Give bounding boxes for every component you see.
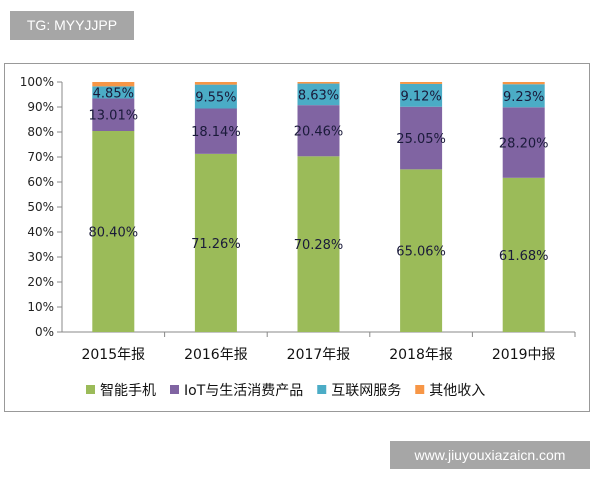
bar-segment bbox=[92, 98, 135, 131]
bar-segment bbox=[297, 83, 340, 106]
data-label: 9.12% bbox=[400, 89, 441, 104]
y-tick-label: 10% bbox=[27, 300, 54, 314]
y-tick-label: 90% bbox=[27, 100, 54, 114]
x-tick-label: 2016年报 bbox=[184, 347, 248, 363]
legend-label: IoT与生活消费产品 bbox=[184, 383, 303, 399]
data-label: 25.05% bbox=[396, 132, 446, 147]
legend-label: 其他收入 bbox=[429, 383, 485, 399]
y-tick-label: 100% bbox=[20, 75, 54, 89]
bar-segment bbox=[297, 156, 340, 332]
data-label: 20.46% bbox=[294, 125, 344, 140]
bar-segment bbox=[194, 84, 237, 109]
bar-segment bbox=[400, 169, 443, 332]
bar-segment bbox=[502, 82, 545, 85]
data-label: 9.55% bbox=[195, 91, 236, 106]
watermark-url: www.jiuyouxiazaicn.com bbox=[390, 441, 590, 469]
y-tick-label: 50% bbox=[27, 200, 54, 214]
bar-segment bbox=[400, 106, 443, 170]
legend-label: 互联网服务 bbox=[331, 383, 401, 399]
x-tick-label: 2019中报 bbox=[492, 347, 556, 363]
data-label: 80.40% bbox=[89, 226, 139, 241]
bar-segment bbox=[502, 84, 545, 108]
bar-segment bbox=[194, 153, 237, 332]
data-label: 8.63% bbox=[298, 88, 339, 103]
bar-segment bbox=[92, 82, 135, 87]
data-label: 71.26% bbox=[191, 237, 241, 252]
bar-segment bbox=[297, 105, 340, 157]
bar-segment bbox=[400, 83, 443, 107]
bar-segment bbox=[502, 177, 545, 332]
x-tick-label: 2018年报 bbox=[389, 347, 453, 363]
bar-segment bbox=[194, 108, 237, 154]
y-tick-label: 40% bbox=[27, 225, 54, 239]
data-label: 18.14% bbox=[191, 125, 241, 140]
y-tick-label: 70% bbox=[27, 150, 54, 164]
chart-frame bbox=[4, 63, 590, 412]
y-tick-label: 20% bbox=[27, 275, 54, 289]
bar-segment bbox=[400, 82, 443, 84]
data-label: 9.23% bbox=[503, 90, 544, 105]
legend-swatch bbox=[317, 385, 327, 394]
data-label: 13.01% bbox=[89, 109, 139, 124]
bar-segment bbox=[92, 131, 135, 332]
data-label: 61.68% bbox=[499, 249, 549, 264]
legend-swatch bbox=[170, 385, 179, 394]
x-tick-label: 2017年报 bbox=[287, 347, 351, 363]
data-label: 28.20% bbox=[499, 137, 549, 152]
data-label: 70.28% bbox=[294, 238, 344, 253]
bar-segment bbox=[297, 82, 340, 84]
x-tick-label: 2015年报 bbox=[81, 347, 145, 363]
bar-segment bbox=[92, 86, 135, 99]
y-tick-label: 0% bbox=[35, 325, 54, 339]
bar-segment bbox=[502, 107, 545, 178]
bar-segment bbox=[194, 82, 237, 85]
data-label: 65.06% bbox=[396, 245, 446, 260]
data-label: 4.85% bbox=[93, 86, 134, 101]
y-tick-label: 60% bbox=[27, 175, 54, 189]
legend-swatch bbox=[86, 385, 95, 394]
watermark-tag: TG: MYYJJPP bbox=[10, 11, 134, 40]
legend-label: 智能手机 bbox=[100, 383, 156, 399]
y-tick-label: 80% bbox=[27, 125, 54, 139]
y-tick-label: 30% bbox=[27, 250, 54, 264]
legend-swatch bbox=[415, 385, 425, 394]
